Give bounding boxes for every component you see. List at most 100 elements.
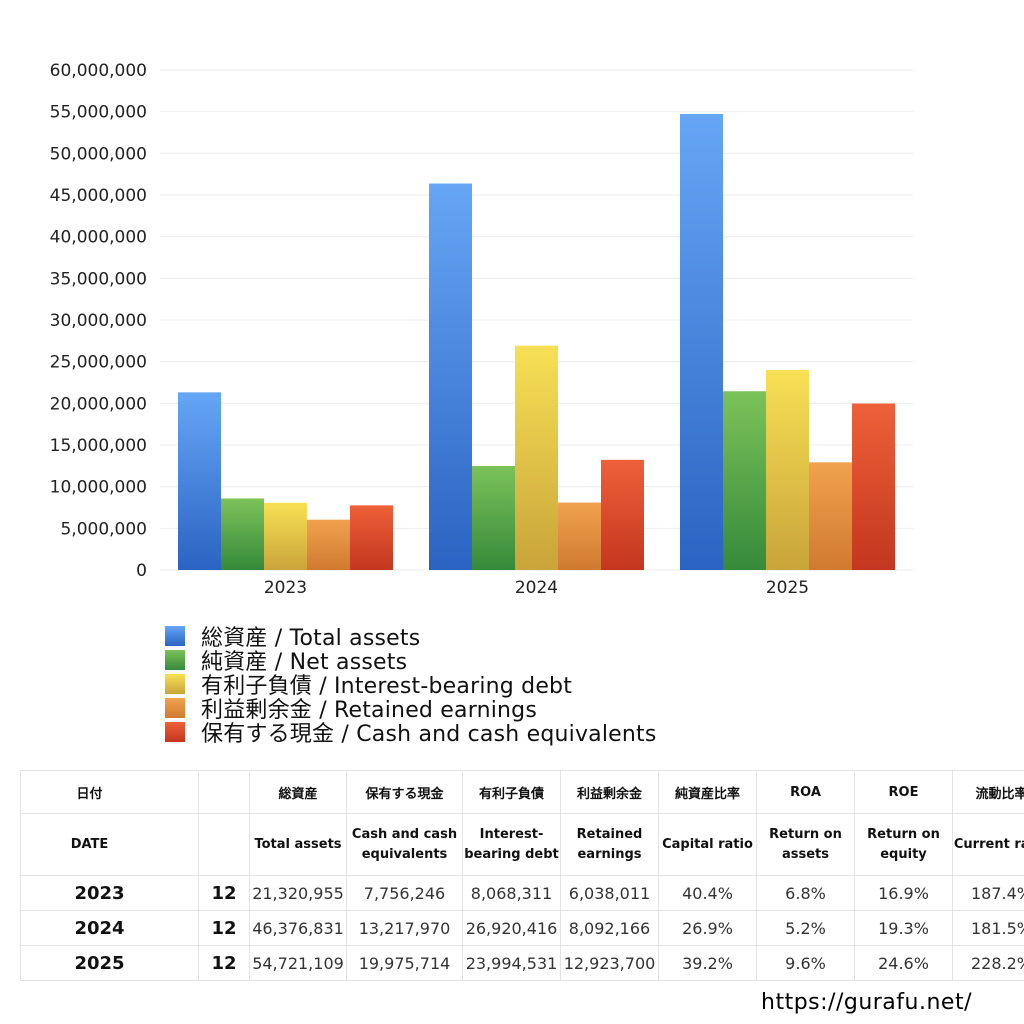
chart-legend: 総資産 / Total assets 純資産 / Net assets 有利子負… <box>165 624 657 747</box>
y-tick-label: 35,000,000 <box>50 269 147 289</box>
debt-cell: 23,994,531 <box>462 945 561 981</box>
current-ratio-cell: 187.4% <box>952 875 1024 911</box>
legend-swatch <box>165 650 185 670</box>
total-assets-cell: 54,721,109 <box>249 945 347 981</box>
bar <box>472 466 515 570</box>
debt-cell: 8,068,311 <box>462 875 561 911</box>
bar <box>429 183 472 570</box>
total-assets-cell: 46,376,831 <box>249 910 347 946</box>
header-cell: 保有する現金 <box>346 770 463 814</box>
bar <box>680 113 723 571</box>
legend-item-interest-bearing-debt: 有利子負債 / Interest-bearing debt <box>165 672 657 699</box>
year-cell: 2024 <box>20 910 199 946</box>
bar <box>221 498 264 570</box>
header-cell: 総資産 <box>249 770 347 814</box>
header-cell: DATE <box>20 813 199 876</box>
bar <box>515 345 558 570</box>
header-cell: Capital ratio <box>658 813 757 876</box>
y-tick-label: 30,000,000 <box>50 311 147 331</box>
header-cell: Total assets <box>249 813 347 876</box>
legend-swatch <box>165 698 185 718</box>
legend-item-retained-earnings: 利益剰余金 / Retained earnings <box>165 696 657 723</box>
header-cell: Return on assets <box>756 813 855 876</box>
bar <box>178 392 221 570</box>
y-tick-label: 10,000,000 <box>50 478 147 498</box>
bar-chart: 0 5,000,000 10,000,000 15,000,000 20,000,000… <box>50 61 913 598</box>
y-tick-label: 15,000,000 <box>50 436 147 456</box>
current-ratio-cell: 228.2% <box>952 945 1024 981</box>
header-cell: ROA <box>756 770 855 814</box>
x-tick-label: 2025 <box>766 578 809 598</box>
legend-swatch <box>165 674 185 694</box>
legend-item-cash: 保有する現金 / Cash and cash equivalents <box>165 720 657 747</box>
header-cell: 日付 <box>20 770 199 814</box>
table-header-en: DATE Total assets Cash and cash equivale… <box>20 813 1024 876</box>
legend-label: 保有する現金 / Cash and cash equivalents <box>201 722 657 747</box>
roe-cell: 19.3% <box>854 910 953 946</box>
legend-item-total-assets: 総資産 / Total assets <box>165 624 657 651</box>
month-cell: 12 <box>198 875 250 911</box>
y-tick-label: 40,000,000 <box>50 228 147 248</box>
y-tick-label: 25,000,000 <box>50 353 147 373</box>
cash-cell: 13,217,970 <box>346 910 463 946</box>
financial-table: 日付 総資産 保有する現金 有利子負債 利益剰余金 純資産比率 ROA ROE … <box>20 770 1024 981</box>
y-tick-label: 0 <box>136 561 147 581</box>
footer-url[interactable]: https://gurafu.net/ <box>761 990 972 1015</box>
retained-earnings-cell: 12,923,700 <box>560 945 659 981</box>
table-row: 2025 12 54,721,109 19,975,714 23,994,531… <box>20 945 1024 981</box>
roe-cell: 24.6% <box>854 945 953 981</box>
header-cell: Current ratio <box>952 813 1024 876</box>
month-cell: 12 <box>198 910 250 946</box>
legend-label: 総資産 / Total assets <box>201 626 421 651</box>
roe-cell: 16.9% <box>854 875 953 911</box>
capital-ratio-cell: 39.2% <box>658 945 757 981</box>
roa-cell: 6.8% <box>756 875 855 911</box>
bar <box>558 502 601 570</box>
capital-ratio-cell: 40.4% <box>658 875 757 911</box>
bar <box>307 519 350 570</box>
legend-item-net-assets: 純資産 / Net assets <box>165 648 657 675</box>
bar <box>601 459 644 570</box>
table-header-jp: 日付 総資産 保有する現金 有利子負債 利益剰余金 純資産比率 ROA ROE … <box>20 770 1024 814</box>
y-tick-label: 55,000,000 <box>50 103 147 123</box>
bar <box>350 505 393 570</box>
y-tick-label: 45,000,000 <box>50 186 147 206</box>
table-row: 2024 12 46,376,831 13,217,970 26,920,416… <box>20 910 1024 946</box>
year-cell: 2023 <box>20 875 199 911</box>
header-cell: Return on equity <box>854 813 953 876</box>
header-cell: Interest-bearing debt <box>462 813 561 876</box>
total-assets-cell: 21,320,955 <box>249 875 347 911</box>
table-row: 2023 12 21,320,955 7,756,246 8,068,311 6… <box>20 875 1024 911</box>
roa-cell: 5.2% <box>756 910 855 946</box>
cash-cell: 19,975,714 <box>346 945 463 981</box>
header-cell <box>198 813 250 876</box>
bar <box>264 502 307 570</box>
header-cell: 純資産比率 <box>658 770 757 814</box>
y-tick-label: 60,000,000 <box>50 61 147 81</box>
cash-cell: 7,756,246 <box>346 875 463 911</box>
legend-label: 利益剰余金 / Retained earnings <box>201 698 537 723</box>
header-cell: 流動比率 <box>952 770 1024 814</box>
x-tick-label: 2024 <box>515 578 558 598</box>
y-tick-label: 5,000,000 <box>60 519 147 539</box>
y-tick-label: 20,000,000 <box>50 394 147 414</box>
bar <box>809 462 852 570</box>
legend-swatch <box>165 722 185 742</box>
header-cell: ROE <box>854 770 953 814</box>
header-cell: 利益剰余金 <box>560 770 659 814</box>
legend-swatch <box>165 626 185 646</box>
header-cell <box>198 770 250 814</box>
header-cell: 有利子負債 <box>462 770 561 814</box>
bar <box>723 391 766 570</box>
current-ratio-cell: 181.5% <box>952 910 1024 946</box>
bar <box>766 370 809 570</box>
roa-cell: 9.6% <box>756 945 855 981</box>
retained-earnings-cell: 8,092,166 <box>560 910 659 946</box>
debt-cell: 26,920,416 <box>462 910 561 946</box>
retained-earnings-cell: 6,038,011 <box>560 875 659 911</box>
header-cell: Retained earnings <box>560 813 659 876</box>
x-tick-label: 2023 <box>264 578 307 598</box>
y-tick-label: 50,000,000 <box>50 144 147 164</box>
header-cell: Cash and cash equivalents <box>346 813 463 876</box>
capital-ratio-cell: 26.9% <box>658 910 757 946</box>
